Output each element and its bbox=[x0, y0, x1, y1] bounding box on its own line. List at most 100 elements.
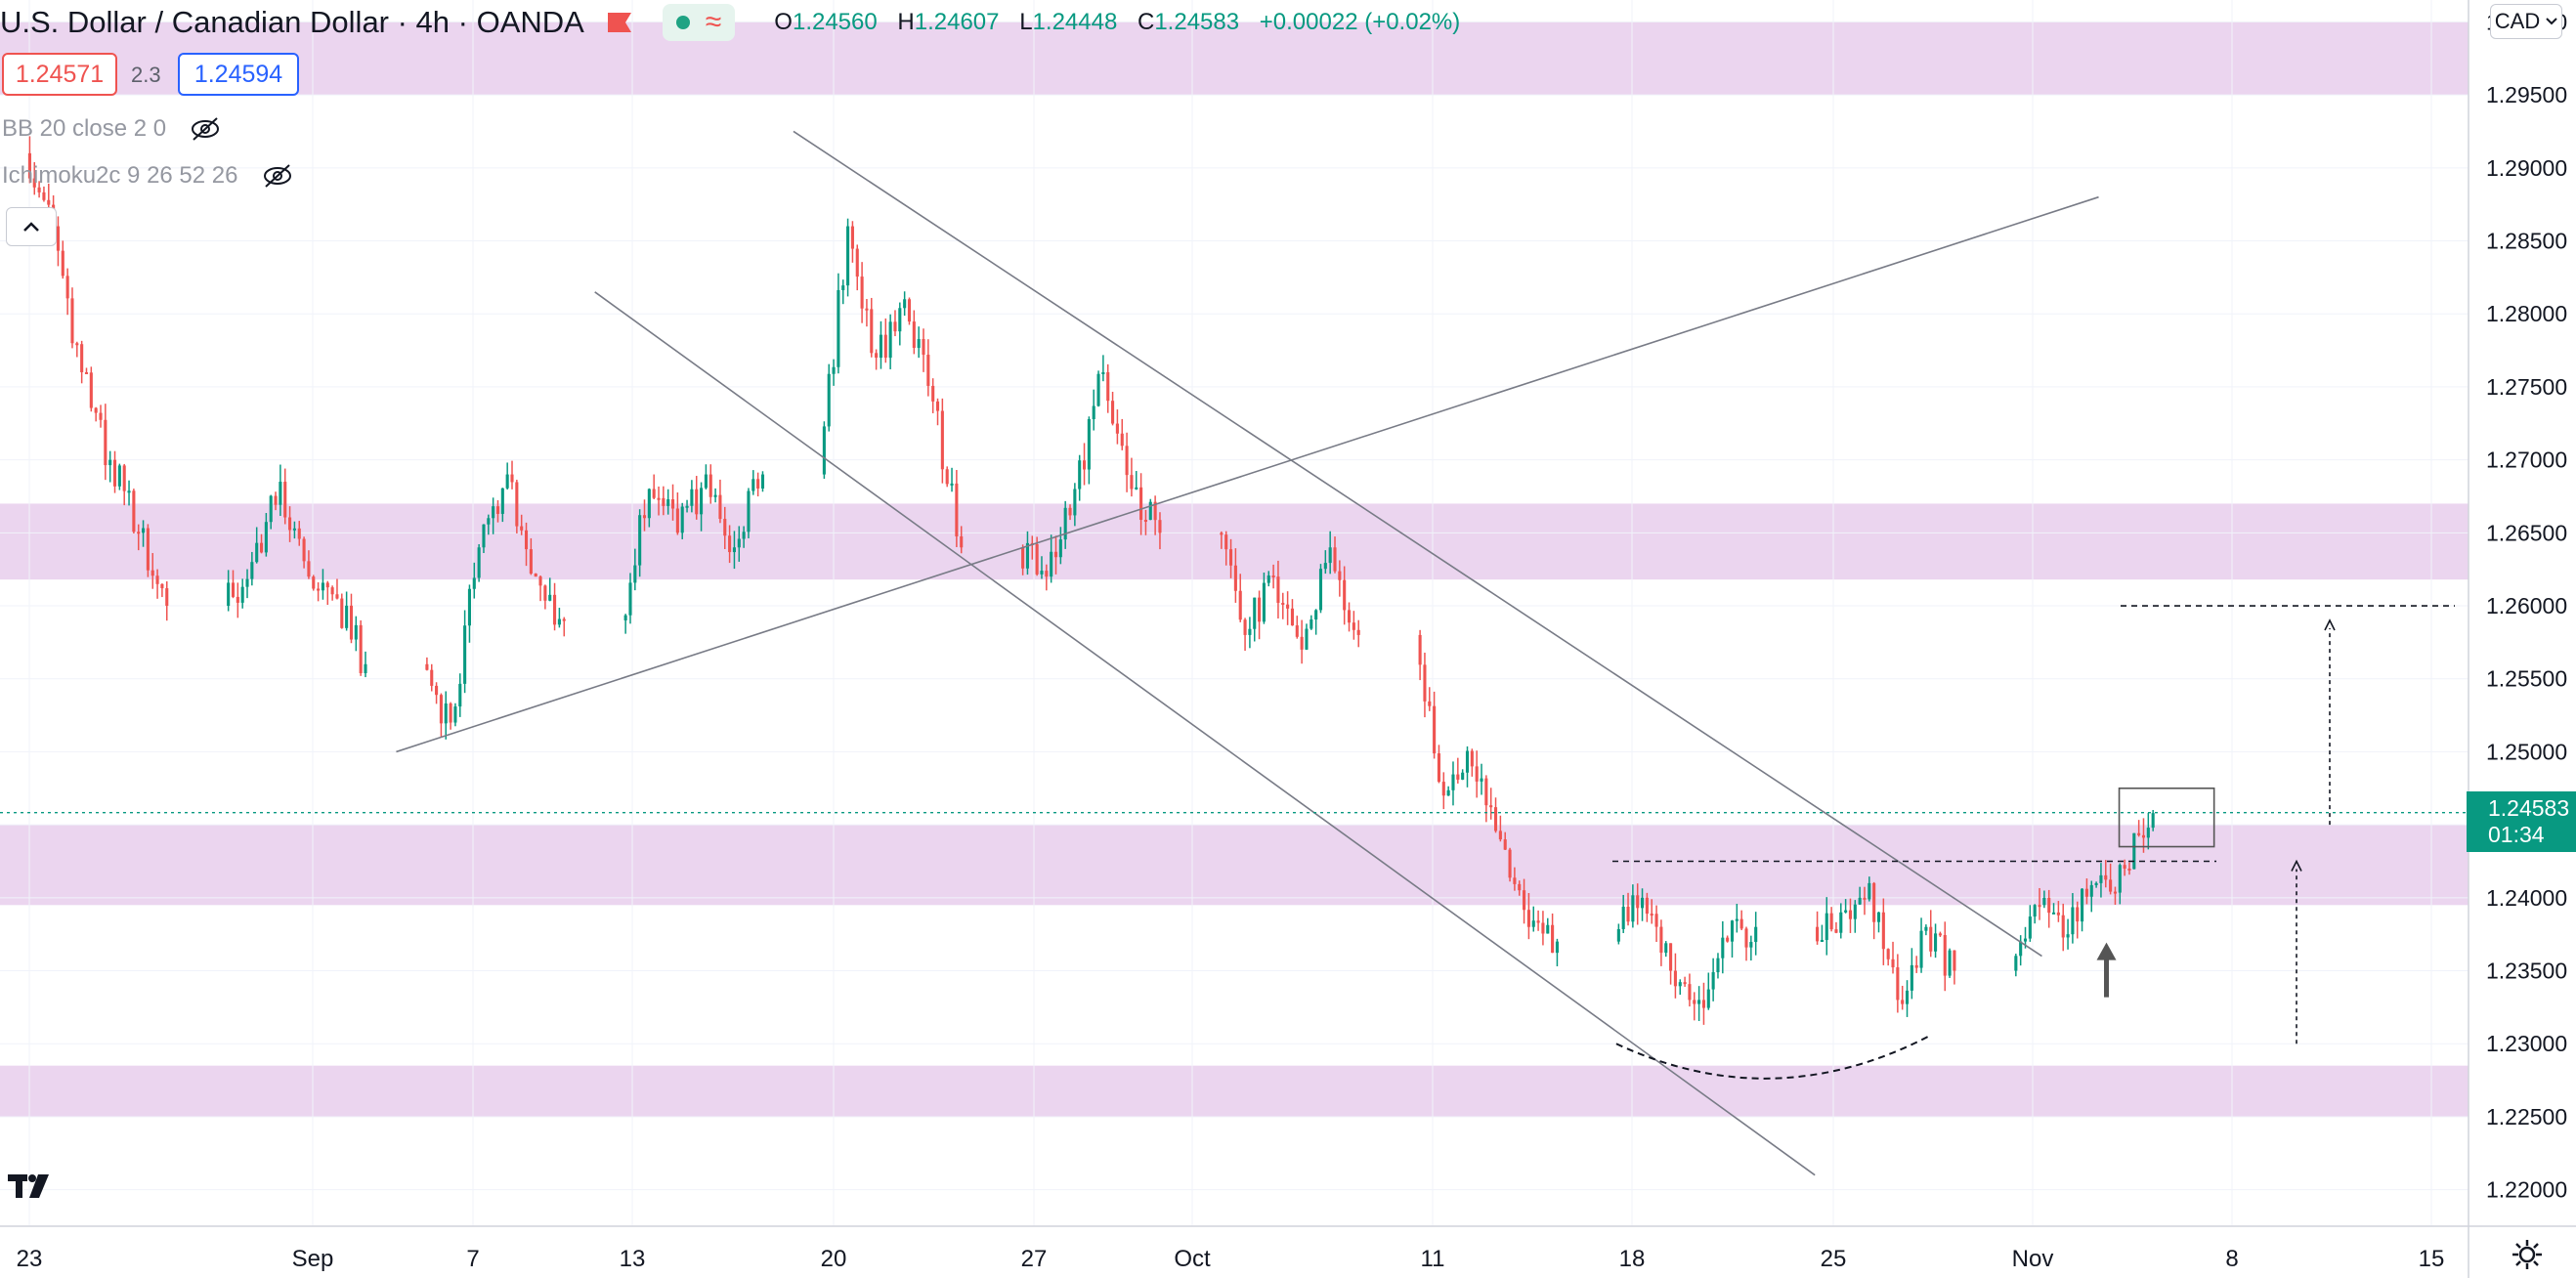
candle-body bbox=[1120, 433, 1124, 447]
flag-icon[interactable] bbox=[606, 11, 633, 34]
candle-body bbox=[160, 583, 164, 589]
candle-body bbox=[1068, 507, 1072, 516]
candle-body bbox=[1475, 766, 1479, 782]
candle-body bbox=[2123, 865, 2126, 869]
market-status-pill[interactable]: ≈ bbox=[662, 4, 736, 41]
candle-body bbox=[1456, 774, 1460, 780]
candle-body bbox=[492, 506, 495, 519]
eye-off-icon[interactable] bbox=[262, 163, 293, 189]
candle-body bbox=[142, 528, 146, 533]
time-axis[interactable]: 23 Sep 7 13 20 27 Oct 11 18 25 Nov 8 15 bbox=[0, 1225, 2576, 1272]
candle-body bbox=[2084, 888, 2088, 897]
candle-body bbox=[2146, 828, 2150, 838]
candle-body bbox=[292, 528, 296, 531]
indicator-ichimoku[interactable]: Ichimoku2c 9 26 52 26 bbox=[2, 162, 293, 190]
candle-body bbox=[756, 479, 760, 489]
candle-body bbox=[1347, 610, 1352, 623]
candle-body bbox=[1295, 625, 1299, 637]
close-value: 1.24583 bbox=[1154, 9, 1240, 35]
candle-body bbox=[1839, 912, 1843, 933]
collapse-legend-button[interactable] bbox=[6, 207, 57, 246]
candle-body bbox=[1135, 487, 1138, 490]
price-tick-label: 1.27000 bbox=[2486, 447, 2567, 473]
candle-body bbox=[1853, 904, 1857, 919]
price-axis[interactable]: 1.300001.295001.290001.285001.280001.275… bbox=[2468, 0, 2567, 1278]
candle-body bbox=[2094, 882, 2098, 885]
gear-icon[interactable] bbox=[2510, 1237, 2545, 1272]
price-tick-label: 1.26000 bbox=[2486, 593, 2567, 618]
trend-line bbox=[793, 130, 2042, 958]
candle-body bbox=[1082, 460, 1087, 470]
candle-body bbox=[1258, 597, 1262, 622]
candle-body bbox=[950, 483, 954, 486]
candle-body bbox=[870, 309, 874, 354]
candle-body bbox=[898, 308, 902, 332]
candle-body bbox=[865, 308, 869, 311]
candle-body bbox=[1621, 907, 1625, 929]
tradingview-logo-icon[interactable] bbox=[6, 1169, 57, 1204]
candle-body bbox=[70, 298, 74, 344]
candle-body bbox=[1863, 897, 1867, 900]
candle-body bbox=[708, 474, 712, 497]
candle-body bbox=[1233, 565, 1237, 591]
candle-body bbox=[529, 549, 533, 575]
candle-body bbox=[2066, 934, 2070, 938]
candle-body bbox=[1333, 547, 1337, 572]
trend-line bbox=[594, 291, 1816, 1176]
candle-body bbox=[500, 488, 504, 514]
candle-body bbox=[931, 385, 935, 402]
candle-body bbox=[2104, 874, 2108, 880]
candle-body bbox=[1858, 897, 1862, 905]
candle-body bbox=[495, 506, 500, 514]
price-tick-label: 1.23000 bbox=[2486, 1031, 2567, 1056]
candle-body bbox=[1343, 579, 1347, 611]
candle-body bbox=[250, 562, 254, 579]
price-tick-label: 1.25000 bbox=[2486, 739, 2567, 764]
candle-body bbox=[165, 588, 169, 607]
candle-body bbox=[1253, 597, 1257, 629]
candle-body bbox=[1669, 943, 1673, 971]
currency-selector[interactable]: CAD bbox=[2490, 4, 2562, 39]
drawing-tools bbox=[0, 130, 2469, 1176]
time-tick-label: 27 bbox=[1021, 1246, 1048, 1272]
time-tick-label: 11 bbox=[1421, 1246, 1445, 1272]
candle-body bbox=[1480, 778, 1483, 782]
candle-body bbox=[1650, 914, 1653, 916]
candle-body bbox=[543, 585, 547, 601]
candle-body bbox=[1356, 629, 1360, 635]
candle-body bbox=[330, 587, 334, 595]
candle-body bbox=[538, 576, 542, 586]
eye-off-icon[interactable] bbox=[190, 116, 221, 142]
candle-body bbox=[1087, 419, 1091, 470]
candle-body bbox=[259, 542, 264, 553]
candle-body bbox=[1503, 839, 1507, 850]
candle-body bbox=[1493, 807, 1498, 831]
candle-body bbox=[1929, 926, 1933, 952]
candle-body bbox=[127, 490, 131, 493]
buy-button[interactable]: 1.24594 bbox=[178, 53, 299, 96]
candle-body bbox=[1711, 972, 1715, 990]
candle-body bbox=[297, 528, 301, 539]
trend-line bbox=[396, 195, 2099, 753]
candle-body bbox=[1640, 897, 1645, 909]
candle-body bbox=[1943, 935, 1947, 976]
candle-body bbox=[1716, 958, 1720, 973]
candle-body bbox=[670, 499, 675, 509]
candle-body bbox=[1423, 664, 1427, 702]
candle-body bbox=[638, 515, 642, 566]
symbol-title[interactable]: U.S. Dollar / Canadian Dollar · 4h · OAN… bbox=[0, 5, 584, 39]
candle-body bbox=[1111, 401, 1115, 424]
candle-body bbox=[307, 561, 311, 577]
candle-body bbox=[1228, 549, 1233, 566]
price-tick-label: 1.24000 bbox=[2486, 885, 2567, 911]
high-value: 1.24607 bbox=[914, 9, 1000, 35]
candle-body bbox=[2019, 941, 2023, 957]
candle-body bbox=[562, 618, 566, 621]
candle-body bbox=[1701, 1000, 1706, 1008]
sell-button[interactable]: 1.24571 bbox=[2, 53, 117, 96]
candle-body bbox=[1461, 772, 1465, 780]
candle-body bbox=[453, 706, 457, 723]
candle-body bbox=[623, 615, 627, 620]
indicator-bb[interactable]: BB 20 close 2 0 bbox=[2, 115, 221, 143]
